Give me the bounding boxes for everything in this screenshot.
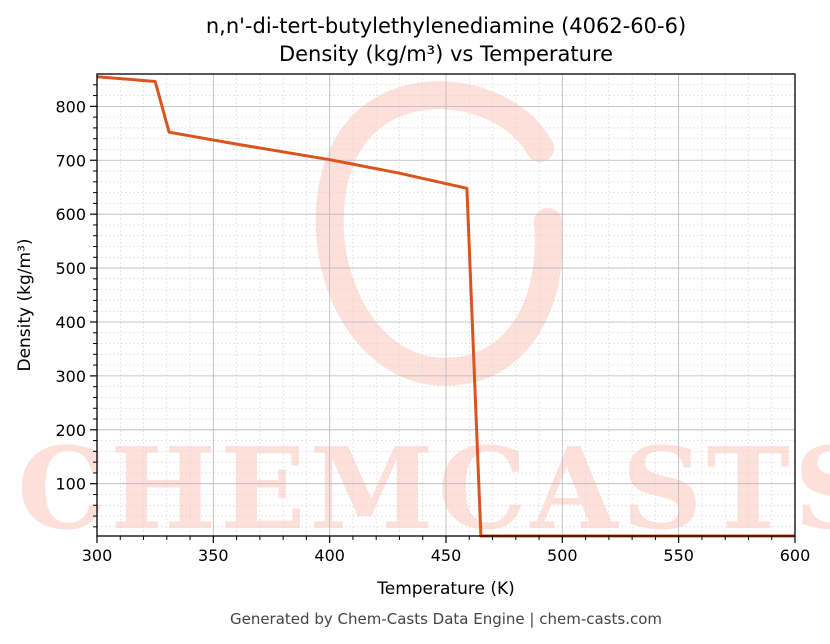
watermark-text: CHEMCASTS bbox=[17, 424, 830, 555]
x-tick-label: 350 bbox=[198, 546, 229, 565]
y-tick-label: 700 bbox=[55, 151, 86, 170]
x-axis: 300 350 400 450 500 550 600 bbox=[82, 536, 811, 565]
y-tick-label: 600 bbox=[55, 205, 86, 224]
y-axis: 100 200 300 400 500 600 700 800 bbox=[55, 84, 97, 528]
watermark: CHEMCASTS bbox=[17, 81, 830, 555]
y-tick-label: 500 bbox=[55, 259, 86, 278]
y-tick-label: 200 bbox=[55, 421, 86, 440]
y-tick-label: 300 bbox=[55, 367, 86, 386]
y-tick-label: 100 bbox=[55, 475, 86, 494]
x-tick-label: 450 bbox=[431, 546, 462, 565]
y-tick-label: 800 bbox=[55, 97, 86, 116]
density-line bbox=[96, 75, 795, 538]
x-tick-label: 550 bbox=[663, 546, 694, 565]
x-tick-label: 600 bbox=[780, 546, 811, 565]
footer-credit: Generated by Chem-Casts Data Engine | ch… bbox=[230, 610, 662, 628]
y-tick-label: 400 bbox=[55, 313, 86, 332]
x-axis-label: Temperature (K) bbox=[376, 579, 515, 599]
x-tick-label: 500 bbox=[547, 546, 578, 565]
chart-title-line2: Density (kg/m³) vs Temperature bbox=[279, 42, 613, 66]
chart-title-line1: n,n'-di-tert-butylethylenediamine (4062-… bbox=[206, 14, 686, 38]
y-axis-label: Density (kg/m³) bbox=[15, 238, 35, 371]
x-tick-label: 300 bbox=[82, 546, 113, 565]
x-tick-label: 400 bbox=[314, 546, 345, 565]
series-line bbox=[96, 75, 795, 538]
